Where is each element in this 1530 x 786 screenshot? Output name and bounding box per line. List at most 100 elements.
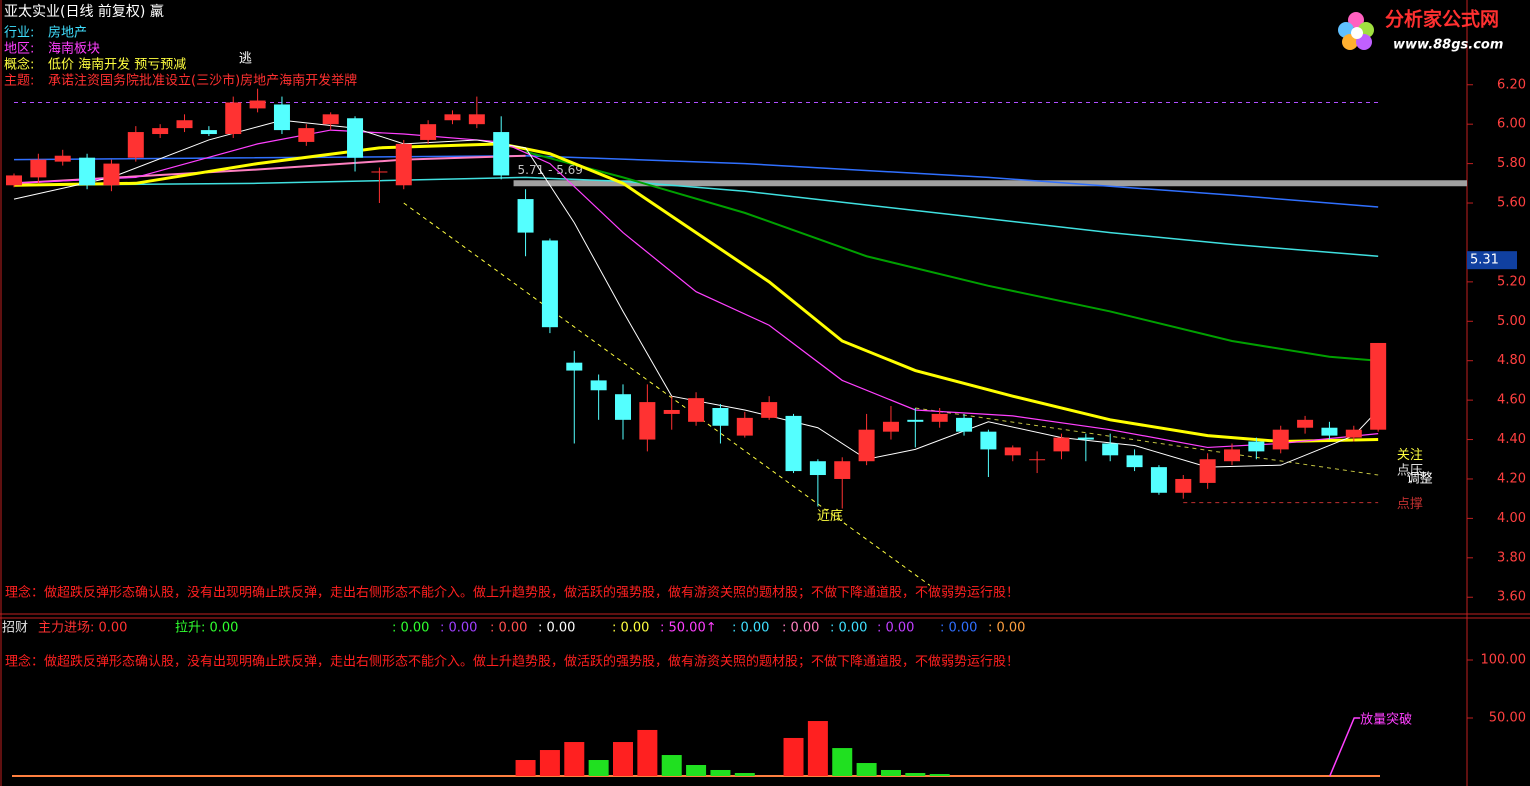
candle-body (858, 429, 875, 462)
annotation: 逃 (239, 52, 252, 67)
candle-body (663, 409, 680, 414)
indicator: 主力进场: 0.00 (38, 621, 127, 636)
candle-body (931, 413, 948, 422)
candle-body (225, 102, 242, 135)
candle-body (468, 114, 485, 125)
y-tick-label: 5.20 (1497, 274, 1526, 289)
range-band-label: 5.71 - 5.69 (518, 163, 583, 177)
volume-bar (637, 729, 658, 777)
volume-bar (564, 742, 585, 777)
candle-body (834, 461, 851, 479)
candle-body (1175, 478, 1192, 493)
candle-body (249, 100, 266, 109)
y-tick-label: 5.00 (1497, 314, 1526, 329)
candle-body (79, 157, 96, 186)
candle-body (639, 402, 656, 440)
logo: 分析家公式网 www.88gs.com (1338, 8, 1503, 53)
info-label: 行业: (4, 26, 34, 41)
logo-petal (1348, 12, 1364, 28)
y-tick-label: 6.20 (1497, 77, 1526, 92)
candle-body (1321, 427, 1338, 436)
annotation: 点压 (1397, 464, 1423, 479)
indicator: : 0.00 (538, 621, 575, 636)
y-tick-label: 4.80 (1497, 353, 1526, 368)
annotation: 近底 (817, 508, 843, 524)
volume-bar (905, 773, 926, 777)
volume-bar (588, 760, 609, 777)
info-value: 承诺注资国务院批准设立(三沙市)房地产海南开发举牌 (48, 73, 357, 89)
indicator: : 0.00 (732, 621, 769, 636)
indicator: : 0.00 (830, 621, 867, 636)
info-value: 低价 海南开发 预亏预减 (48, 57, 186, 73)
candle-body (517, 199, 534, 233)
y-tick-label: 4.40 (1497, 432, 1526, 447)
y-tick-label: 50.00 (1489, 711, 1526, 726)
indicator: : 0.00 (988, 621, 1025, 636)
candle-body (395, 143, 412, 186)
y-tick-label: 4.60 (1497, 393, 1526, 408)
candle-body (152, 128, 169, 135)
annotation: 调整 (1407, 471, 1433, 486)
volume-bar (515, 760, 536, 777)
volume-bar (856, 763, 877, 777)
indicator: : 0.00 (490, 621, 527, 636)
volume-bar (807, 721, 828, 777)
annotation: 关注 (1397, 448, 1423, 463)
candle-body (1126, 455, 1143, 468)
candle-body (298, 128, 315, 142)
candle-body (103, 163, 120, 186)
candle-body (176, 120, 193, 129)
y-tick-label: 4.00 (1497, 511, 1526, 526)
indicator: : 0.00 (877, 621, 914, 636)
ma-line (13, 154, 1379, 208)
indicator: : 0.00 (440, 621, 477, 636)
candle-body (200, 130, 217, 135)
candle-body (785, 415, 802, 472)
volume-bar (710, 769, 731, 777)
indicator: : 50.00↑ (660, 621, 717, 636)
candle-body (1370, 342, 1387, 430)
info-value: 海南板块 (48, 41, 100, 57)
candle-body (493, 132, 510, 176)
ma-line (525, 150, 1379, 362)
candle-body (688, 398, 705, 422)
volume-bar (929, 774, 950, 777)
volume-bar (613, 742, 633, 777)
candle-body (1150, 467, 1167, 493)
candle-body (980, 431, 997, 450)
candle-body (420, 124, 437, 140)
volume-bar (661, 755, 682, 777)
logo-name: 分析家公式网 (1385, 8, 1499, 31)
candle-body (1224, 449, 1240, 462)
candle-body (761, 402, 778, 418)
candle-body (956, 417, 973, 432)
candle-body (1004, 447, 1021, 456)
candle-body (1199, 459, 1216, 483)
info-label: 地区: (4, 42, 34, 57)
y-tick-label: 5.60 (1497, 196, 1526, 211)
volume-bar (783, 737, 804, 777)
signal-label: 放量突破 (1360, 712, 1412, 728)
candle-body (371, 171, 388, 173)
candle-body (1272, 429, 1289, 450)
candle-body (541, 240, 558, 328)
candle-body (1053, 437, 1070, 452)
candle-body (273, 104, 290, 131)
candle-body (1029, 459, 1046, 461)
price-marker-box (1467, 251, 1517, 270)
info-label: 概念: (4, 57, 34, 73)
chart-title: 亚太实业(日线 前复权) 羸 (4, 3, 164, 20)
annotation: 点撑 (1397, 497, 1423, 512)
indicator: : 0.00 (940, 621, 977, 636)
candle-body (566, 362, 583, 371)
candle-body (127, 132, 144, 158)
ma-line (13, 176, 1379, 257)
candle-body (590, 380, 607, 391)
volume-bar (539, 750, 560, 777)
y-tick-label: 6.00 (1497, 117, 1526, 132)
ma-line (13, 119, 1379, 468)
indicator: : 0.00 (612, 621, 649, 636)
volume-bar (832, 748, 853, 777)
